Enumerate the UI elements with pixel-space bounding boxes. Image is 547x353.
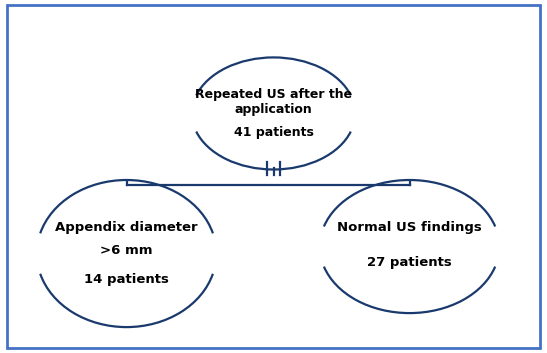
Text: Normal US findings: Normal US findings [337,221,482,234]
Text: 14 patients: 14 patients [84,273,169,286]
Text: application: application [235,103,312,116]
Text: >6 mm: >6 mm [100,244,153,257]
Text: 27 patients: 27 patients [367,256,452,269]
Text: 41 patients: 41 patients [234,126,313,139]
Text: Repeated US after the: Repeated US after the [195,88,352,101]
Text: Appendix diameter: Appendix diameter [55,221,198,234]
